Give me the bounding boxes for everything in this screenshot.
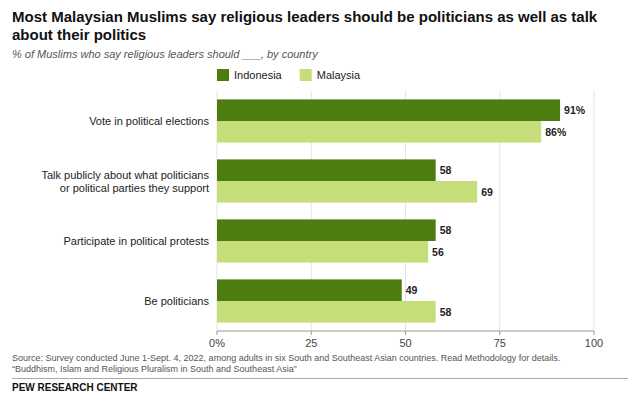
bar	[217, 121, 541, 143]
category-label-line: or political parties they support	[60, 182, 209, 194]
bars	[217, 99, 560, 322]
data-label: 58	[440, 306, 452, 318]
data-label: 58	[440, 224, 452, 236]
data-label: 58	[440, 164, 452, 176]
legend-label: Malaysia	[317, 69, 361, 81]
subtitle: % of ​Muslims​ who say religious leaders…	[12, 47, 628, 61]
footer: PEW RESEARCH CENTER	[12, 378, 628, 394]
bar	[217, 159, 436, 181]
legend-swatch	[217, 69, 229, 81]
tick-label: 75	[494, 337, 506, 349]
category-label-line: Participate in political protests	[63, 235, 209, 247]
tick-mark	[594, 331, 595, 335]
category-label-line: Talk publicly about what politicians	[41, 169, 209, 181]
category-label: Talk publicly about what politiciansor p…	[41, 169, 209, 194]
x-axis: 0% 25 50 75 100	[209, 91, 603, 349]
tick-label: 100	[585, 337, 603, 349]
legend-item: Malaysia	[300, 69, 361, 81]
bar	[217, 99, 560, 121]
data-labels: 49 58 58 56 58 69 91% 86%	[406, 104, 586, 318]
data-label: 56	[432, 246, 444, 258]
category-label-line: Vote in political elections	[89, 115, 209, 127]
data-label: 86%	[545, 126, 567, 138]
tick-mark	[405, 331, 406, 335]
legend-item: Indonesia	[217, 69, 283, 81]
category-label: Participate in political protests	[63, 235, 209, 247]
tick-label: 50	[399, 337, 411, 349]
category-label-line: Be politicians	[144, 295, 209, 307]
data-label: 69	[481, 186, 493, 198]
axis-line	[217, 331, 594, 332]
chart: Indonesia Malaysia 0% 25 50 75 100 49 58 58 56 58 69…	[12, 61, 628, 353]
bar	[217, 181, 477, 203]
legend-swatch	[300, 69, 312, 81]
y-axis: Be politicians Participate in political p…	[41, 115, 209, 307]
tick-mark	[311, 331, 312, 335]
legend: Indonesia Malaysia	[217, 69, 361, 81]
title: Most Malaysian Muslims say religious lea…	[12, 8, 628, 44]
tick-label: 25	[305, 337, 317, 349]
data-label: 91%	[564, 104, 586, 116]
source: “Buddhism, Islam and Religious Pluralism…	[12, 364, 628, 375]
tick-label: 0%	[209, 337, 225, 349]
bar	[217, 241, 428, 263]
legend-label: Indonesia	[234, 69, 283, 81]
bar	[217, 219, 436, 241]
data-label: 49	[406, 284, 418, 296]
tick-mark	[499, 331, 500, 335]
category-label: Be politicians	[144, 295, 209, 307]
category-label: Vote in political elections	[89, 115, 209, 127]
tick-mark	[217, 331, 218, 335]
grid-line	[594, 91, 595, 331]
source: Source: Survey conducted June 1-Sept. 4,…	[12, 353, 628, 364]
bar	[217, 301, 436, 323]
bar	[217, 279, 402, 301]
page: Most Malaysian Muslims say religious lea…	[0, 0, 640, 400]
